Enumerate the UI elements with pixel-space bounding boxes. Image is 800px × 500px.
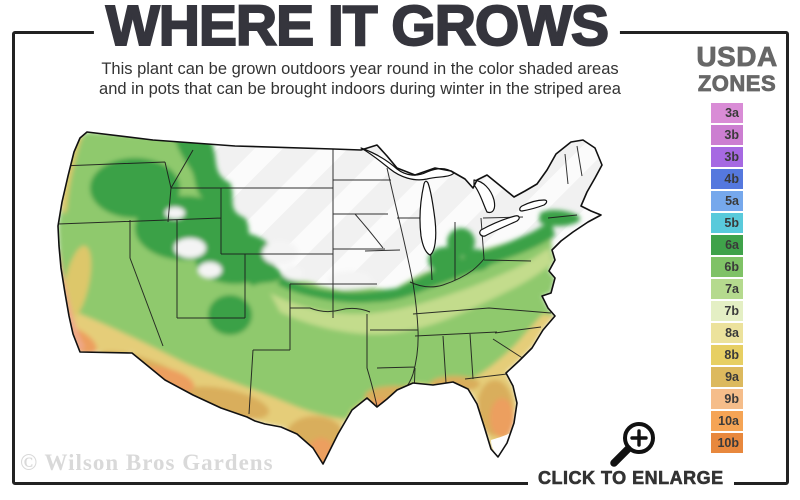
legend-zone-label: 9b bbox=[724, 392, 739, 406]
usda-zones-heading: USDA ZONES bbox=[696, 41, 778, 96]
legend-zone-row: 7b bbox=[711, 301, 743, 321]
legend-zone-row: 4b bbox=[711, 169, 743, 189]
subtitle: This plant can be grown outdoors year ro… bbox=[99, 59, 621, 99]
watermark: © Wilson Bros Gardens bbox=[20, 450, 274, 475]
florida-white-tip bbox=[491, 432, 512, 457]
click-to-enlarge-label[interactable]: CLICK TO ENLARGE bbox=[528, 468, 734, 489]
legend-zone-row: 9b bbox=[711, 389, 743, 409]
legend-zone-row: 3a bbox=[711, 103, 743, 123]
legend-zone-label: 8b bbox=[724, 348, 739, 362]
legend-zone-row: 6a bbox=[711, 235, 743, 255]
legend-zone-row: 3b bbox=[711, 147, 743, 167]
legend-zone-label: 10a bbox=[718, 414, 739, 428]
legend-zone-label: 3a bbox=[725, 106, 739, 120]
great-lakes bbox=[360, 147, 548, 256]
us-zones-map[interactable] bbox=[25, 118, 625, 473]
legend-zone-label: 8a bbox=[725, 326, 739, 340]
legend-zone-label: 9a bbox=[725, 370, 739, 384]
subtitle-line-1: This plant can be grown outdoors year ro… bbox=[101, 60, 619, 78]
legend-zone-label: 10b bbox=[717, 436, 739, 450]
legend-zone-row: 7a bbox=[711, 279, 743, 299]
legend-zone-label: 6a bbox=[725, 238, 739, 252]
legend-zone-label: 3b bbox=[724, 128, 739, 142]
subtitle-line-2: and in pots that can be brought indoors … bbox=[99, 80, 621, 98]
legend-zone-row: 3b bbox=[711, 125, 743, 145]
usda-heading-line2: ZONES bbox=[697, 71, 777, 96]
legend-zone-row: 10a bbox=[711, 411, 743, 431]
legend-zone-label: 5a bbox=[725, 194, 739, 208]
us-outline bbox=[57, 131, 603, 465]
legend-zone-row: 8a bbox=[711, 323, 743, 343]
usda-heading-line1: USDA bbox=[696, 41, 778, 72]
legend-zone-row: 5a bbox=[711, 191, 743, 211]
legend-zone-row: 10b bbox=[711, 433, 743, 453]
legend-zone-row: 9a bbox=[711, 367, 743, 387]
legend-zone-row: 6b bbox=[711, 257, 743, 277]
legend-zone-label: 4b bbox=[724, 172, 739, 186]
magnifier-zoom-icon[interactable] bbox=[601, 414, 661, 479]
state-borders bbox=[58, 145, 583, 415]
legend-zone-label: 3b bbox=[724, 150, 739, 164]
legend-zone-label: 7a bbox=[725, 282, 739, 296]
page-title: WHERE IT GROWS bbox=[93, 0, 621, 57]
legend-zone-label: 6b bbox=[724, 260, 739, 274]
legend-zone-label: 7b bbox=[724, 304, 739, 318]
legend-zones: 3a 3b 3b 4b 5a 5b 6a 6b 7a 7b 8a 8b 9a 9b 10a 10b bbox=[711, 103, 743, 455]
legend-zone-row: 8b bbox=[711, 345, 743, 365]
us-map-svg bbox=[57, 131, 603, 465]
legend-zone-label: 5b bbox=[724, 216, 739, 230]
legend-zone-row: 5b bbox=[711, 213, 743, 233]
